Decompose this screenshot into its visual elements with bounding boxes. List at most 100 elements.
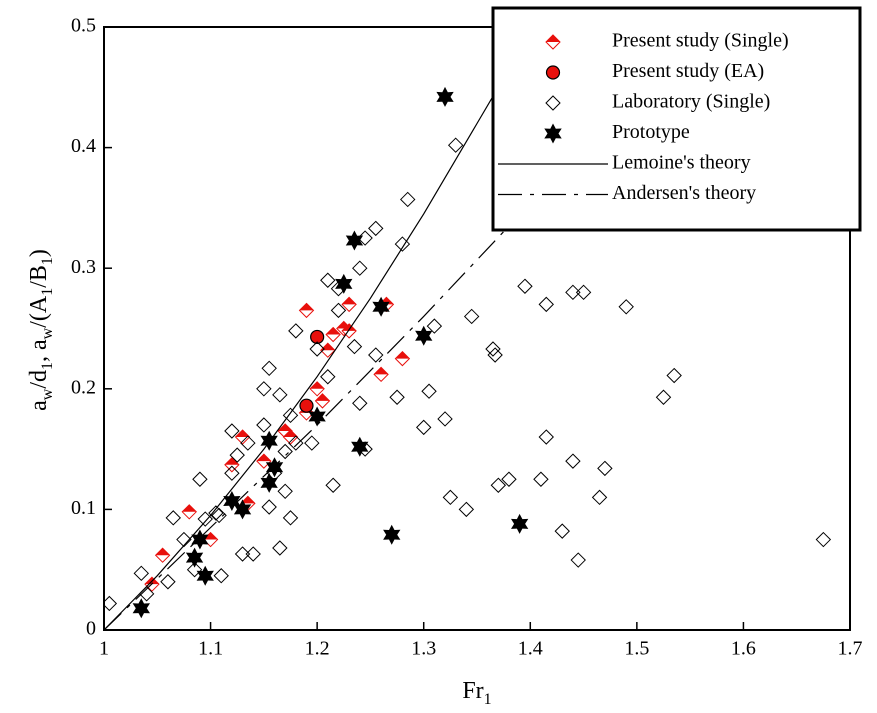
marker-diamond: [538, 429, 554, 445]
marker-half-diamond: [224, 457, 240, 473]
marker-diamond: [618, 299, 634, 315]
x-tick-label: 1.1: [198, 638, 223, 660]
marker-top: [240, 496, 255, 504]
marker-star: [185, 547, 204, 568]
marker-diamond: [256, 381, 272, 397]
marker-half-diamond: [394, 350, 411, 367]
theory-line: [104, 86, 499, 630]
y-tick-label: 0.5: [71, 15, 96, 37]
marker-star: [415, 325, 433, 346]
marker-diamond: [368, 347, 384, 363]
marker-diamond: [597, 460, 613, 477]
marker-star: [308, 406, 326, 427]
marker-top: [320, 343, 335, 351]
marker-diamond: [554, 523, 570, 539]
marker-diamond: [575, 284, 592, 301]
legend-label: Prototype: [612, 121, 690, 143]
marker-half-diamond: [309, 381, 325, 397]
marker-top: [546, 35, 560, 42]
marker-star: [223, 491, 241, 511]
marker-diamond: [426, 318, 443, 334]
marker-top: [342, 297, 357, 305]
marker-bottom: [224, 464, 239, 472]
marker-diamond: [421, 383, 437, 399]
subscript: w: [39, 388, 56, 400]
x-tick-label: 1: [99, 638, 109, 660]
marker-half-diamond: [341, 296, 357, 313]
legend-label: Lemoine's theory: [612, 152, 751, 174]
marker-diamond: [575, 284, 592, 301]
marker-diamond: [256, 381, 272, 397]
marker-diamond: [133, 565, 150, 582]
marker-diamond: [256, 417, 272, 433]
marker-edge: [309, 381, 325, 397]
marker-top: [203, 532, 218, 540]
marker-diamond: [591, 489, 608, 506]
marker-diamond: [224, 423, 240, 439]
marker-diamond: [463, 308, 480, 325]
marker-diamond: [234, 546, 251, 562]
marker-diamond: [463, 308, 480, 325]
marker-edge: [341, 296, 357, 313]
marker-diamond: [330, 302, 347, 319]
marker-star: [191, 529, 209, 550]
marker-bottom: [342, 304, 357, 312]
marker-edge: [314, 393, 331, 409]
marker-star: [265, 457, 284, 478]
marker-diamond: [487, 347, 503, 363]
marker-edge: [341, 323, 357, 339]
marker-top: [395, 351, 410, 359]
marker-diamond: [282, 407, 299, 424]
marker-top: [155, 548, 170, 556]
marker-diamond: [256, 417, 272, 433]
subscript: 1: [39, 288, 56, 296]
marker-diamond: [394, 236, 411, 252]
label-part: /d: [26, 370, 52, 389]
marker-diamond: [272, 540, 288, 556]
marker-diamond: [325, 477, 341, 493]
marker-diamond: [554, 523, 570, 539]
x-tick-label: 1.3: [411, 638, 436, 660]
marker-star: [383, 524, 401, 545]
y-axis-label: aw/d1, aw/(A1/B1): [26, 249, 57, 411]
marker-diamond: [261, 499, 277, 515]
marker-diamond: [272, 387, 288, 403]
marker-top: [374, 367, 389, 375]
marker-diamond: [165, 510, 181, 526]
x-tick-label: 1.5: [624, 638, 649, 660]
marker-diamond: [352, 260, 368, 276]
marker-edge: [545, 34, 561, 50]
marker-top: [256, 454, 271, 462]
marker-top: [342, 323, 357, 331]
marker-star: [436, 86, 454, 107]
marker-top: [299, 303, 314, 311]
label-part: /(A: [26, 295, 52, 328]
marker-diamond: [133, 565, 150, 582]
y-tick-label: 0.1: [71, 497, 96, 519]
marker-diamond: [394, 236, 411, 252]
marker-diamond: [229, 447, 245, 463]
marker-half-diamond: [325, 326, 341, 343]
marker-diamond: [160, 574, 176, 590]
marker-star: [351, 436, 369, 457]
marker-diamond: [245, 546, 261, 562]
marker-edge: [144, 576, 160, 592]
marker-circle: [545, 65, 561, 80]
marker-star: [132, 598, 150, 619]
marker-diamond: [458, 501, 475, 518]
marker-top: [310, 381, 325, 389]
marker-diamond: [490, 477, 507, 493]
marker-half-diamond: [298, 302, 315, 319]
marker-diamond: [320, 369, 336, 385]
marker-star: [511, 513, 529, 534]
marker-edge: [224, 457, 240, 473]
marker-diamond: [192, 471, 208, 487]
marker-diamond: [485, 341, 501, 357]
marker-diamond: [240, 435, 256, 451]
y-tick-label: 0.4: [71, 135, 96, 157]
marker-star: [265, 457, 284, 478]
marker-bottom: [283, 437, 298, 445]
marker-star: [415, 325, 433, 346]
marker-bottom: [144, 584, 159, 592]
